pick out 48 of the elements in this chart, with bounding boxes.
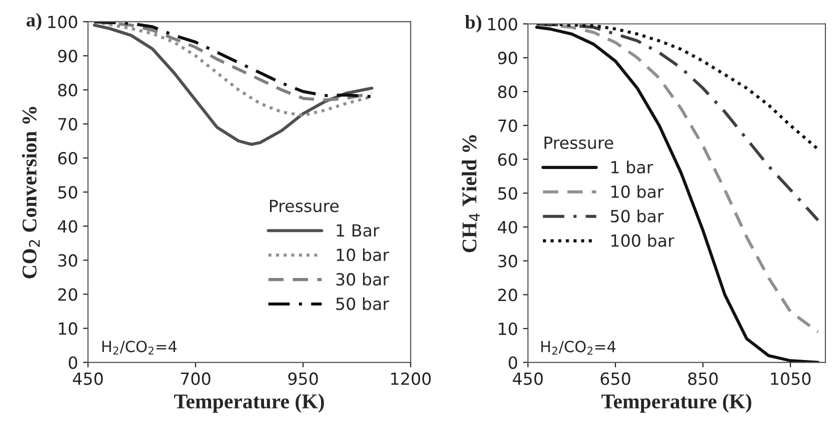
- y-tick-label: 80: [498, 86, 518, 98]
- x-axis-title: Temperature (K): [601, 394, 752, 413]
- legend-label: 1 Bar: [336, 224, 380, 237]
- legend-label: 50 bar: [610, 210, 664, 222]
- legend-label: 100 bar: [611, 234, 674, 247]
- y-tick-label: 60: [58, 152, 78, 165]
- y-tick-label: 80: [58, 84, 78, 96]
- y-tick-label: 40: [58, 220, 78, 233]
- y-tick-label: 0: [508, 356, 518, 369]
- legend-label: 1 bar: [611, 160, 654, 174]
- x-axis-title: Temperature (K): [174, 394, 324, 413]
- y-tick-label: 0: [68, 356, 78, 369]
- annotation: H$_{2}$/CO$_{2}$=4: [102, 340, 177, 355]
- y-tick-label: 10: [58, 322, 78, 335]
- y-tick-label: 70: [498, 119, 518, 132]
- y-axis-title: CH$_{4}$ Yield %: [462, 135, 480, 252]
- y-tick-label: 10: [498, 322, 518, 336]
- y-axis-title: CO$_{2}$ Conversion %: [22, 106, 40, 278]
- chart-title: b): [465, 15, 482, 33]
- y-tick-label: 30: [498, 254, 518, 268]
- y-tick-label: 50: [58, 186, 78, 199]
- legend-label: 30 bar: [336, 272, 390, 286]
- y-tick-label: 20: [58, 288, 78, 301]
- legend-label: 10 bar: [611, 185, 664, 198]
- y-tick-label: 100: [488, 18, 518, 30]
- y-tick-label: 30: [58, 254, 78, 267]
- x-tick-label: 650: [600, 372, 630, 386]
- legend-label: 50 bar: [336, 297, 390, 310]
- legend-title: Pressure: [544, 136, 614, 150]
- y-tick-label: 100: [48, 16, 78, 28]
- x-tick-label: 1050: [771, 372, 811, 386]
- chart-title: a): [26, 12, 42, 31]
- x-tick-label: 850: [688, 372, 718, 386]
- legend-title: Pressure: [270, 200, 339, 212]
- y-tick-label: 60: [498, 153, 518, 166]
- y-tick-label: 90: [498, 52, 518, 64]
- x-tick-label: 450: [72, 372, 103, 386]
- legend-label: 10 bar: [336, 248, 390, 262]
- y-tick-label: 50: [498, 187, 518, 200]
- annotation: H$_{2}$/CO$_{2}$=4: [541, 340, 616, 355]
- x-tick-label: 950: [288, 372, 318, 386]
- y-tick-label: 20: [498, 288, 518, 302]
- y-tick-label: 90: [58, 50, 78, 62]
- y-tick-label: 40: [498, 220, 518, 234]
- y-tick-label: 70: [58, 118, 78, 130]
- x-tick-label: 700: [180, 372, 210, 386]
- x-tick-label: 450: [512, 372, 543, 386]
- x-tick-label: 1200: [391, 372, 431, 386]
